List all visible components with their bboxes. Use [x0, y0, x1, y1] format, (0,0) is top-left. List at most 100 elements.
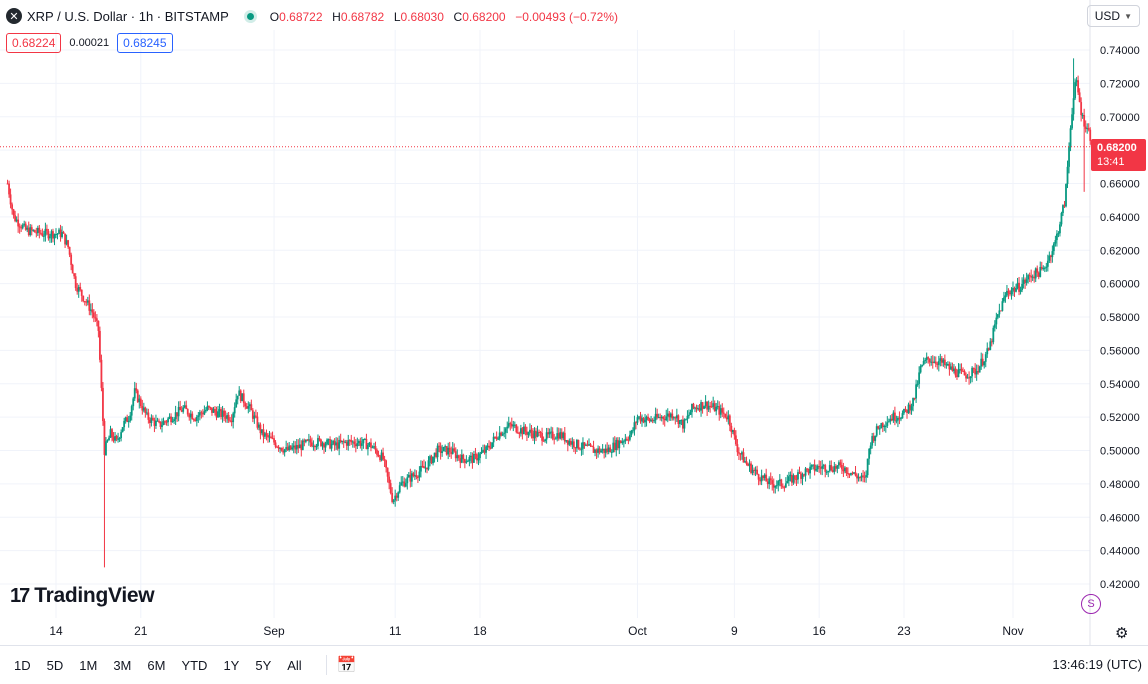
- candle-body: [374, 446, 377, 451]
- symbol-title[interactable]: XRP / U.S. Dollar · 1h · BITSTAMP: [27, 8, 229, 24]
- candle-body: [39, 232, 42, 234]
- candle-body: [412, 473, 415, 476]
- candle-body: [447, 447, 450, 455]
- candle-body: [903, 408, 905, 414]
- candle-body: [583, 442, 586, 446]
- range-1d[interactable]: 1D: [14, 657, 31, 673]
- candle-body: [1037, 272, 1040, 277]
- candle-body: [1009, 293, 1011, 295]
- candle-body: [612, 442, 615, 453]
- candle-body: [129, 415, 132, 421]
- candle-body: [813, 464, 816, 471]
- x-tick-label: 9: [731, 624, 738, 638]
- gear-icon[interactable]: ⚙: [1115, 625, 1129, 642]
- candle-body: [875, 426, 878, 436]
- candle-body: [953, 368, 955, 372]
- y-tick-label: 0.42000: [1100, 579, 1140, 591]
- candle-body: [418, 471, 421, 478]
- candle-body: [9, 194, 12, 205]
- candle-body: [733, 429, 736, 436]
- candle-body: [638, 416, 640, 418]
- utc-clock[interactable]: 13:46:19 (UTC): [1052, 657, 1142, 672]
- sell-price-button[interactable]: 0.68224: [6, 33, 62, 53]
- candle-body: [106, 440, 109, 442]
- range-3m[interactable]: 3M: [113, 657, 132, 673]
- candle-body: [548, 432, 551, 435]
- tradingview-logo-icon: 17: [10, 584, 30, 607]
- candle-body: [603, 448, 606, 453]
- tradingview-logo[interactable]: 17 TradingView: [10, 584, 155, 608]
- candle-body: [681, 419, 684, 429]
- candle-body: [532, 433, 534, 439]
- candle-body: [474, 454, 477, 456]
- candle-body: [179, 406, 182, 411]
- candle-body: [784, 483, 787, 488]
- candle-body: [992, 327, 995, 343]
- candle-body: [995, 317, 998, 325]
- range-1y[interactable]: 1Y: [223, 657, 240, 673]
- candle-body: [271, 438, 274, 440]
- candle-body: [497, 438, 500, 440]
- candle-body: [83, 301, 86, 303]
- candle-body: [931, 361, 934, 363]
- calendar-range-icon[interactable]: 📅: [325, 655, 357, 675]
- candle-body: [647, 416, 649, 419]
- candle-body: [227, 414, 230, 421]
- candle-body: [1022, 279, 1025, 284]
- candle-body: [1075, 80, 1078, 83]
- currency-select[interactable]: USD ▼: [1086, 5, 1140, 27]
- candle-body: [445, 446, 448, 455]
- range-6m[interactable]: 6M: [147, 657, 166, 673]
- range-5d[interactable]: 5D: [46, 657, 64, 673]
- candle-body: [857, 477, 860, 479]
- candle-body: [588, 444, 590, 446]
- candle-body: [388, 476, 391, 484]
- candle-body: [763, 474, 766, 478]
- range-all[interactable]: All: [287, 657, 302, 673]
- candle-body: [547, 432, 550, 435]
- candle-body: [747, 463, 749, 466]
- candle-body: [845, 467, 848, 473]
- price-chart[interactable]: 0.740000.720000.700000.680000.660000.640…: [0, 0, 1148, 645]
- candle-body: [242, 393, 245, 404]
- candle-body: [648, 418, 651, 422]
- candle-body: [206, 405, 209, 410]
- candle-body: [400, 482, 403, 486]
- candle-body: [103, 421, 106, 455]
- candle-body: [292, 445, 295, 448]
- candle-body: [147, 412, 150, 420]
- candle-body: [1018, 282, 1020, 292]
- candle-body: [580, 448, 583, 450]
- candle-body: [630, 430, 633, 435]
- candle-body: [44, 228, 47, 236]
- candle-body: [97, 320, 100, 331]
- candle-body: [844, 467, 846, 472]
- candle-body: [800, 473, 802, 479]
- candle-body: [739, 453, 742, 455]
- buy-price-button[interactable]: 0.68245: [117, 33, 173, 53]
- symbol-header[interactable]: ✕ XRP / U.S. Dollar · 1h · BITSTAMP O0.6…: [6, 6, 618, 26]
- candle-body: [177, 406, 180, 417]
- candle-body: [301, 440, 304, 450]
- candle-body: [606, 448, 609, 452]
- range-1m[interactable]: 1M: [79, 657, 98, 673]
- range-ytd[interactable]: YTD: [181, 657, 208, 673]
- range-5y[interactable]: 5Y: [255, 657, 272, 673]
- candle-body: [615, 439, 618, 451]
- candle-body: [1033, 276, 1036, 279]
- candle-body: [853, 472, 855, 474]
- candle-body: [922, 361, 925, 365]
- candle-body: [616, 439, 619, 449]
- candle-body: [750, 463, 752, 473]
- candle-body: [136, 390, 139, 403]
- candle-body: [436, 445, 439, 458]
- candle-body: [441, 451, 444, 453]
- symbol-badge-icon[interactable]: S: [1081, 594, 1101, 614]
- candle-body: [568, 440, 571, 445]
- candle-body: [448, 447, 451, 453]
- candle-body: [794, 475, 796, 480]
- candle-body: [259, 424, 262, 434]
- candle-body: [688, 414, 690, 416]
- candle-body: [380, 452, 383, 461]
- candle-body: [825, 471, 828, 473]
